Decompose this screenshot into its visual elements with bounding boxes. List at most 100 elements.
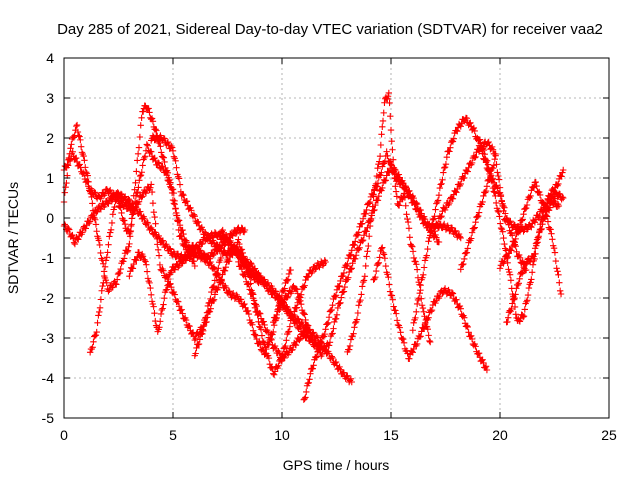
data-point [199, 330, 206, 338]
data-point [155, 252, 163, 259]
data-point [423, 252, 430, 259]
data-point [366, 222, 374, 230]
data-point [120, 258, 127, 265]
data-point [238, 253, 246, 260]
data-point [305, 327, 313, 334]
data-point [107, 229, 114, 236]
data-point [345, 274, 352, 281]
data-point [385, 274, 392, 281]
data-point [169, 147, 177, 155]
data-point [386, 288, 394, 295]
data-point [230, 242, 238, 249]
data-point [314, 348, 321, 356]
data-point [114, 197, 122, 205]
data-point [459, 261, 466, 268]
data-point [417, 206, 424, 214]
data-point [171, 291, 178, 298]
data-point [330, 325, 337, 332]
data-point [264, 329, 272, 336]
data-point [146, 279, 153, 287]
data-point [371, 206, 378, 214]
data-point [464, 323, 471, 331]
data-point [178, 235, 186, 243]
data-point [156, 318, 164, 325]
data-point [116, 203, 124, 210]
data-point [384, 152, 391, 160]
data-point [380, 251, 388, 258]
data-point [522, 204, 530, 212]
data-point [395, 202, 403, 209]
data-point [428, 306, 436, 314]
data-point [441, 163, 449, 171]
data-point [421, 320, 429, 328]
data-point [273, 311, 280, 319]
data-point [67, 145, 74, 152]
data-point [131, 205, 138, 213]
data-point [141, 215, 148, 223]
data-point [304, 322, 312, 329]
data-point [413, 300, 421, 308]
data-point [348, 378, 355, 386]
data-point [523, 201, 531, 209]
data-point [419, 274, 426, 281]
data-point [385, 89, 393, 97]
x-tick-label: 0 [60, 427, 68, 443]
data-point [281, 285, 288, 292]
data-point [512, 291, 519, 298]
data-point [432, 299, 439, 307]
data-point [180, 191, 187, 199]
data-point [175, 217, 183, 224]
data-point [527, 279, 534, 286]
data-point [261, 340, 268, 348]
data-point [61, 221, 68, 228]
data-point [371, 184, 379, 191]
data-point [387, 112, 394, 120]
data-point [138, 114, 145, 122]
data-point [553, 265, 560, 272]
data-point [147, 184, 154, 191]
data-point [121, 221, 129, 228]
data-point [141, 153, 149, 160]
data-point [406, 355, 413, 362]
data-point [74, 128, 82, 136]
data-point [468, 159, 476, 167]
data-point [472, 218, 479, 226]
data-point [410, 194, 417, 202]
data-point [427, 308, 435, 315]
data-point [65, 226, 73, 233]
data-point [529, 261, 537, 268]
data-point [82, 168, 90, 176]
data-point [158, 306, 166, 314]
x-axis-label: GPS time / hours [283, 457, 390, 473]
data-point [181, 241, 188, 248]
data-point [477, 140, 484, 147]
data-point [309, 336, 316, 344]
data-point [92, 221, 100, 228]
data-point [90, 214, 97, 221]
data-point [94, 319, 101, 327]
data-point [509, 232, 516, 239]
data-point [556, 287, 564, 294]
data-point [293, 286, 301, 293]
data-point [179, 259, 186, 267]
data-point [95, 312, 102, 319]
data-point [454, 127, 461, 135]
data-point [242, 273, 249, 280]
data-point [117, 265, 124, 273]
data-point [177, 232, 185, 239]
data-point [172, 157, 179, 165]
data-point [348, 265, 355, 272]
data-point [515, 280, 523, 287]
data-point [299, 333, 307, 340]
data-point [431, 227, 438, 235]
data-point [179, 190, 186, 198]
data-point [127, 228, 134, 236]
data-point [406, 234, 414, 241]
data-point [80, 152, 87, 160]
data-point [384, 93, 392, 100]
data-point [137, 208, 144, 215]
data-point [501, 204, 508, 211]
data-point [492, 192, 499, 200]
data-point [515, 227, 523, 234]
data-point [77, 143, 85, 150]
